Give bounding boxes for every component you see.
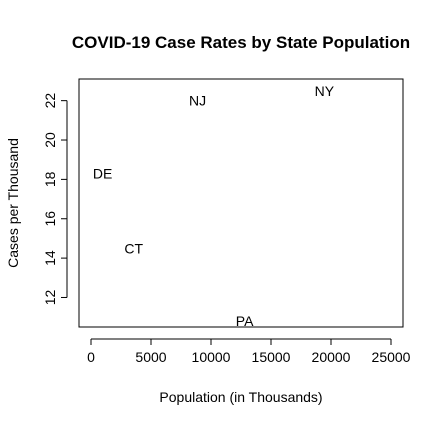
chart-title: COVID-19 Case Rates by State Population bbox=[72, 33, 410, 52]
point-label-pa: PA bbox=[236, 313, 254, 329]
x-tick-label: 5000 bbox=[135, 349, 166, 365]
x-tick-label: 15000 bbox=[252, 349, 291, 365]
point-label-nj: NJ bbox=[189, 93, 206, 109]
y-axis: 12 14 16 18 20 22 bbox=[42, 93, 68, 305]
x-axis: 0 5000 10000 15000 20000 25000 bbox=[87, 338, 411, 365]
data-points: NY NJ DE CT PA bbox=[93, 83, 335, 329]
point-label-ny: NY bbox=[315, 83, 335, 99]
point-label-de: DE bbox=[93, 165, 112, 181]
plot-frame bbox=[78, 78, 404, 328]
point-label-ct: CT bbox=[124, 240, 143, 256]
x-axis-label: Population (in Thousands) bbox=[159, 389, 322, 405]
y-tick-label: 14 bbox=[42, 250, 58, 266]
y-axis-label: Cases per Thousand bbox=[5, 138, 21, 268]
y-tick-label: 18 bbox=[42, 171, 58, 187]
x-tick-label: 0 bbox=[87, 349, 95, 365]
y-tick-label: 16 bbox=[42, 211, 58, 227]
y-tick-label: 20 bbox=[42, 132, 58, 148]
x-tick-label: 20000 bbox=[312, 349, 351, 365]
x-tick-label: 10000 bbox=[192, 349, 231, 365]
y-tick-label: 12 bbox=[42, 289, 58, 305]
y-tick-label: 22 bbox=[42, 93, 58, 109]
x-tick-label: 25000 bbox=[372, 349, 411, 365]
